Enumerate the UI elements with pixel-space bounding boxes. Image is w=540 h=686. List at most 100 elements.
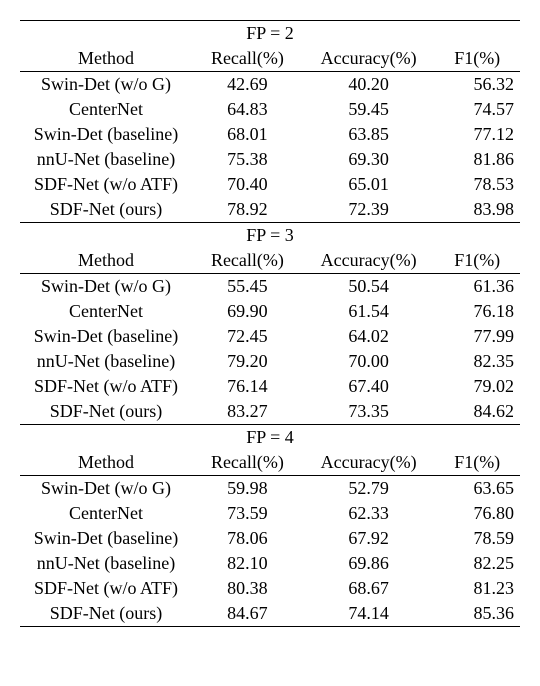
cell-f1: 74.57 [434, 97, 520, 122]
cell-method: nnU-Net (baseline) [20, 349, 192, 374]
cell-f1: 84.62 [434, 399, 520, 425]
col-recall: Recall(%) [192, 248, 303, 274]
cell-accuracy: 72.39 [303, 197, 435, 223]
col-f1: F1(%) [434, 450, 520, 476]
cell-recall: 78.92 [192, 197, 303, 223]
cell-f1: 81.86 [434, 147, 520, 172]
cell-f1: 61.36 [434, 274, 520, 300]
cell-accuracy: 63.85 [303, 122, 435, 147]
cell-accuracy: 74.14 [303, 601, 435, 627]
cell-method: SDF-Net (w/o ATF) [20, 172, 192, 197]
col-method: Method [20, 46, 192, 72]
cell-method: Swin-Det (w/o G) [20, 274, 192, 300]
cell-method: SDF-Net (w/o ATF) [20, 576, 192, 601]
cell-recall: 83.27 [192, 399, 303, 425]
table-row: nnU-Net (baseline)82.1069.8682.25 [20, 551, 520, 576]
cell-accuracy: 70.00 [303, 349, 435, 374]
cell-recall: 76.14 [192, 374, 303, 399]
cell-accuracy: 65.01 [303, 172, 435, 197]
cell-recall: 68.01 [192, 122, 303, 147]
table-row: SDF-Net (ours)78.9272.3983.98 [20, 197, 520, 223]
cell-f1: 56.32 [434, 72, 520, 98]
table-row: CenterNet69.9061.5476.18 [20, 299, 520, 324]
cell-accuracy: 69.30 [303, 147, 435, 172]
cell-recall: 42.69 [192, 72, 303, 98]
col-accuracy: Accuracy(%) [303, 248, 435, 274]
col-method: Method [20, 450, 192, 476]
cell-f1: 79.02 [434, 374, 520, 399]
cell-recall: 75.38 [192, 147, 303, 172]
table-row: SDF-Net (w/o ATF)70.4065.0178.53 [20, 172, 520, 197]
table-row: Swin-Det (w/o G)42.6940.2056.32 [20, 72, 520, 98]
cell-method: SDF-Net (ours) [20, 601, 192, 627]
cell-recall: 79.20 [192, 349, 303, 374]
cell-accuracy: 68.67 [303, 576, 435, 601]
table-row: Swin-Det (baseline)72.4564.0277.99 [20, 324, 520, 349]
cell-recall: 69.90 [192, 299, 303, 324]
col-accuracy: Accuracy(%) [303, 46, 435, 72]
table-row: SDF-Net (ours)83.2773.3584.62 [20, 399, 520, 425]
block-header: FP = 3 [20, 223, 520, 249]
cell-accuracy: 52.79 [303, 476, 435, 502]
table-row: SDF-Net (w/o ATF)76.1467.4079.02 [20, 374, 520, 399]
table-row: CenterNet73.5962.3376.80 [20, 501, 520, 526]
cell-method: Swin-Det (baseline) [20, 324, 192, 349]
cell-accuracy: 61.54 [303, 299, 435, 324]
cell-f1: 63.65 [434, 476, 520, 502]
col-recall: Recall(%) [192, 450, 303, 476]
table-row: nnU-Net (baseline)75.3869.3081.86 [20, 147, 520, 172]
cell-recall: 80.38 [192, 576, 303, 601]
cell-recall: 78.06 [192, 526, 303, 551]
cell-f1: 83.98 [434, 197, 520, 223]
block-header: FP = 2 [20, 21, 520, 47]
col-method: Method [20, 248, 192, 274]
col-recall: Recall(%) [192, 46, 303, 72]
cell-method: nnU-Net (baseline) [20, 147, 192, 172]
cell-method: Swin-Det (baseline) [20, 526, 192, 551]
cell-f1: 81.23 [434, 576, 520, 601]
cell-f1: 77.12 [434, 122, 520, 147]
cell-accuracy: 67.40 [303, 374, 435, 399]
cell-f1: 78.53 [434, 172, 520, 197]
cell-f1: 82.25 [434, 551, 520, 576]
table-row: Swin-Det (baseline)68.0163.8577.12 [20, 122, 520, 147]
col-accuracy: Accuracy(%) [303, 450, 435, 476]
cell-recall: 64.83 [192, 97, 303, 122]
table-row: SDF-Net (w/o ATF)80.3868.6781.23 [20, 576, 520, 601]
cell-recall: 55.45 [192, 274, 303, 300]
cell-accuracy: 40.20 [303, 72, 435, 98]
cell-recall: 72.45 [192, 324, 303, 349]
cell-recall: 84.67 [192, 601, 303, 627]
cell-accuracy: 73.35 [303, 399, 435, 425]
cell-method: SDF-Net (w/o ATF) [20, 374, 192, 399]
cell-recall: 59.98 [192, 476, 303, 502]
cell-method: CenterNet [20, 97, 192, 122]
cell-method: SDF-Net (ours) [20, 399, 192, 425]
cell-f1: 78.59 [434, 526, 520, 551]
cell-f1: 76.80 [434, 501, 520, 526]
table-row: Swin-Det (baseline)78.0667.9278.59 [20, 526, 520, 551]
cell-method: SDF-Net (ours) [20, 197, 192, 223]
cell-recall: 82.10 [192, 551, 303, 576]
cell-accuracy: 69.86 [303, 551, 435, 576]
block-header: FP = 4 [20, 425, 520, 451]
cell-f1: 76.18 [434, 299, 520, 324]
cell-accuracy: 59.45 [303, 97, 435, 122]
col-f1: F1(%) [434, 46, 520, 72]
cell-f1: 82.35 [434, 349, 520, 374]
table-row: CenterNet64.8359.4574.57 [20, 97, 520, 122]
col-f1: F1(%) [434, 248, 520, 274]
cell-method: CenterNet [20, 299, 192, 324]
cell-method: CenterNet [20, 501, 192, 526]
table-row: Swin-Det (w/o G)59.9852.7963.65 [20, 476, 520, 502]
cell-method: nnU-Net (baseline) [20, 551, 192, 576]
cell-accuracy: 50.54 [303, 274, 435, 300]
table-row: nnU-Net (baseline)79.2070.0082.35 [20, 349, 520, 374]
cell-accuracy: 64.02 [303, 324, 435, 349]
table-row: Swin-Det (w/o G)55.4550.5461.36 [20, 274, 520, 300]
cell-accuracy: 62.33 [303, 501, 435, 526]
cell-method: Swin-Det (baseline) [20, 122, 192, 147]
cell-method: Swin-Det (w/o G) [20, 476, 192, 502]
table-row: SDF-Net (ours)84.6774.1485.36 [20, 601, 520, 627]
cell-method: Swin-Det (w/o G) [20, 72, 192, 98]
